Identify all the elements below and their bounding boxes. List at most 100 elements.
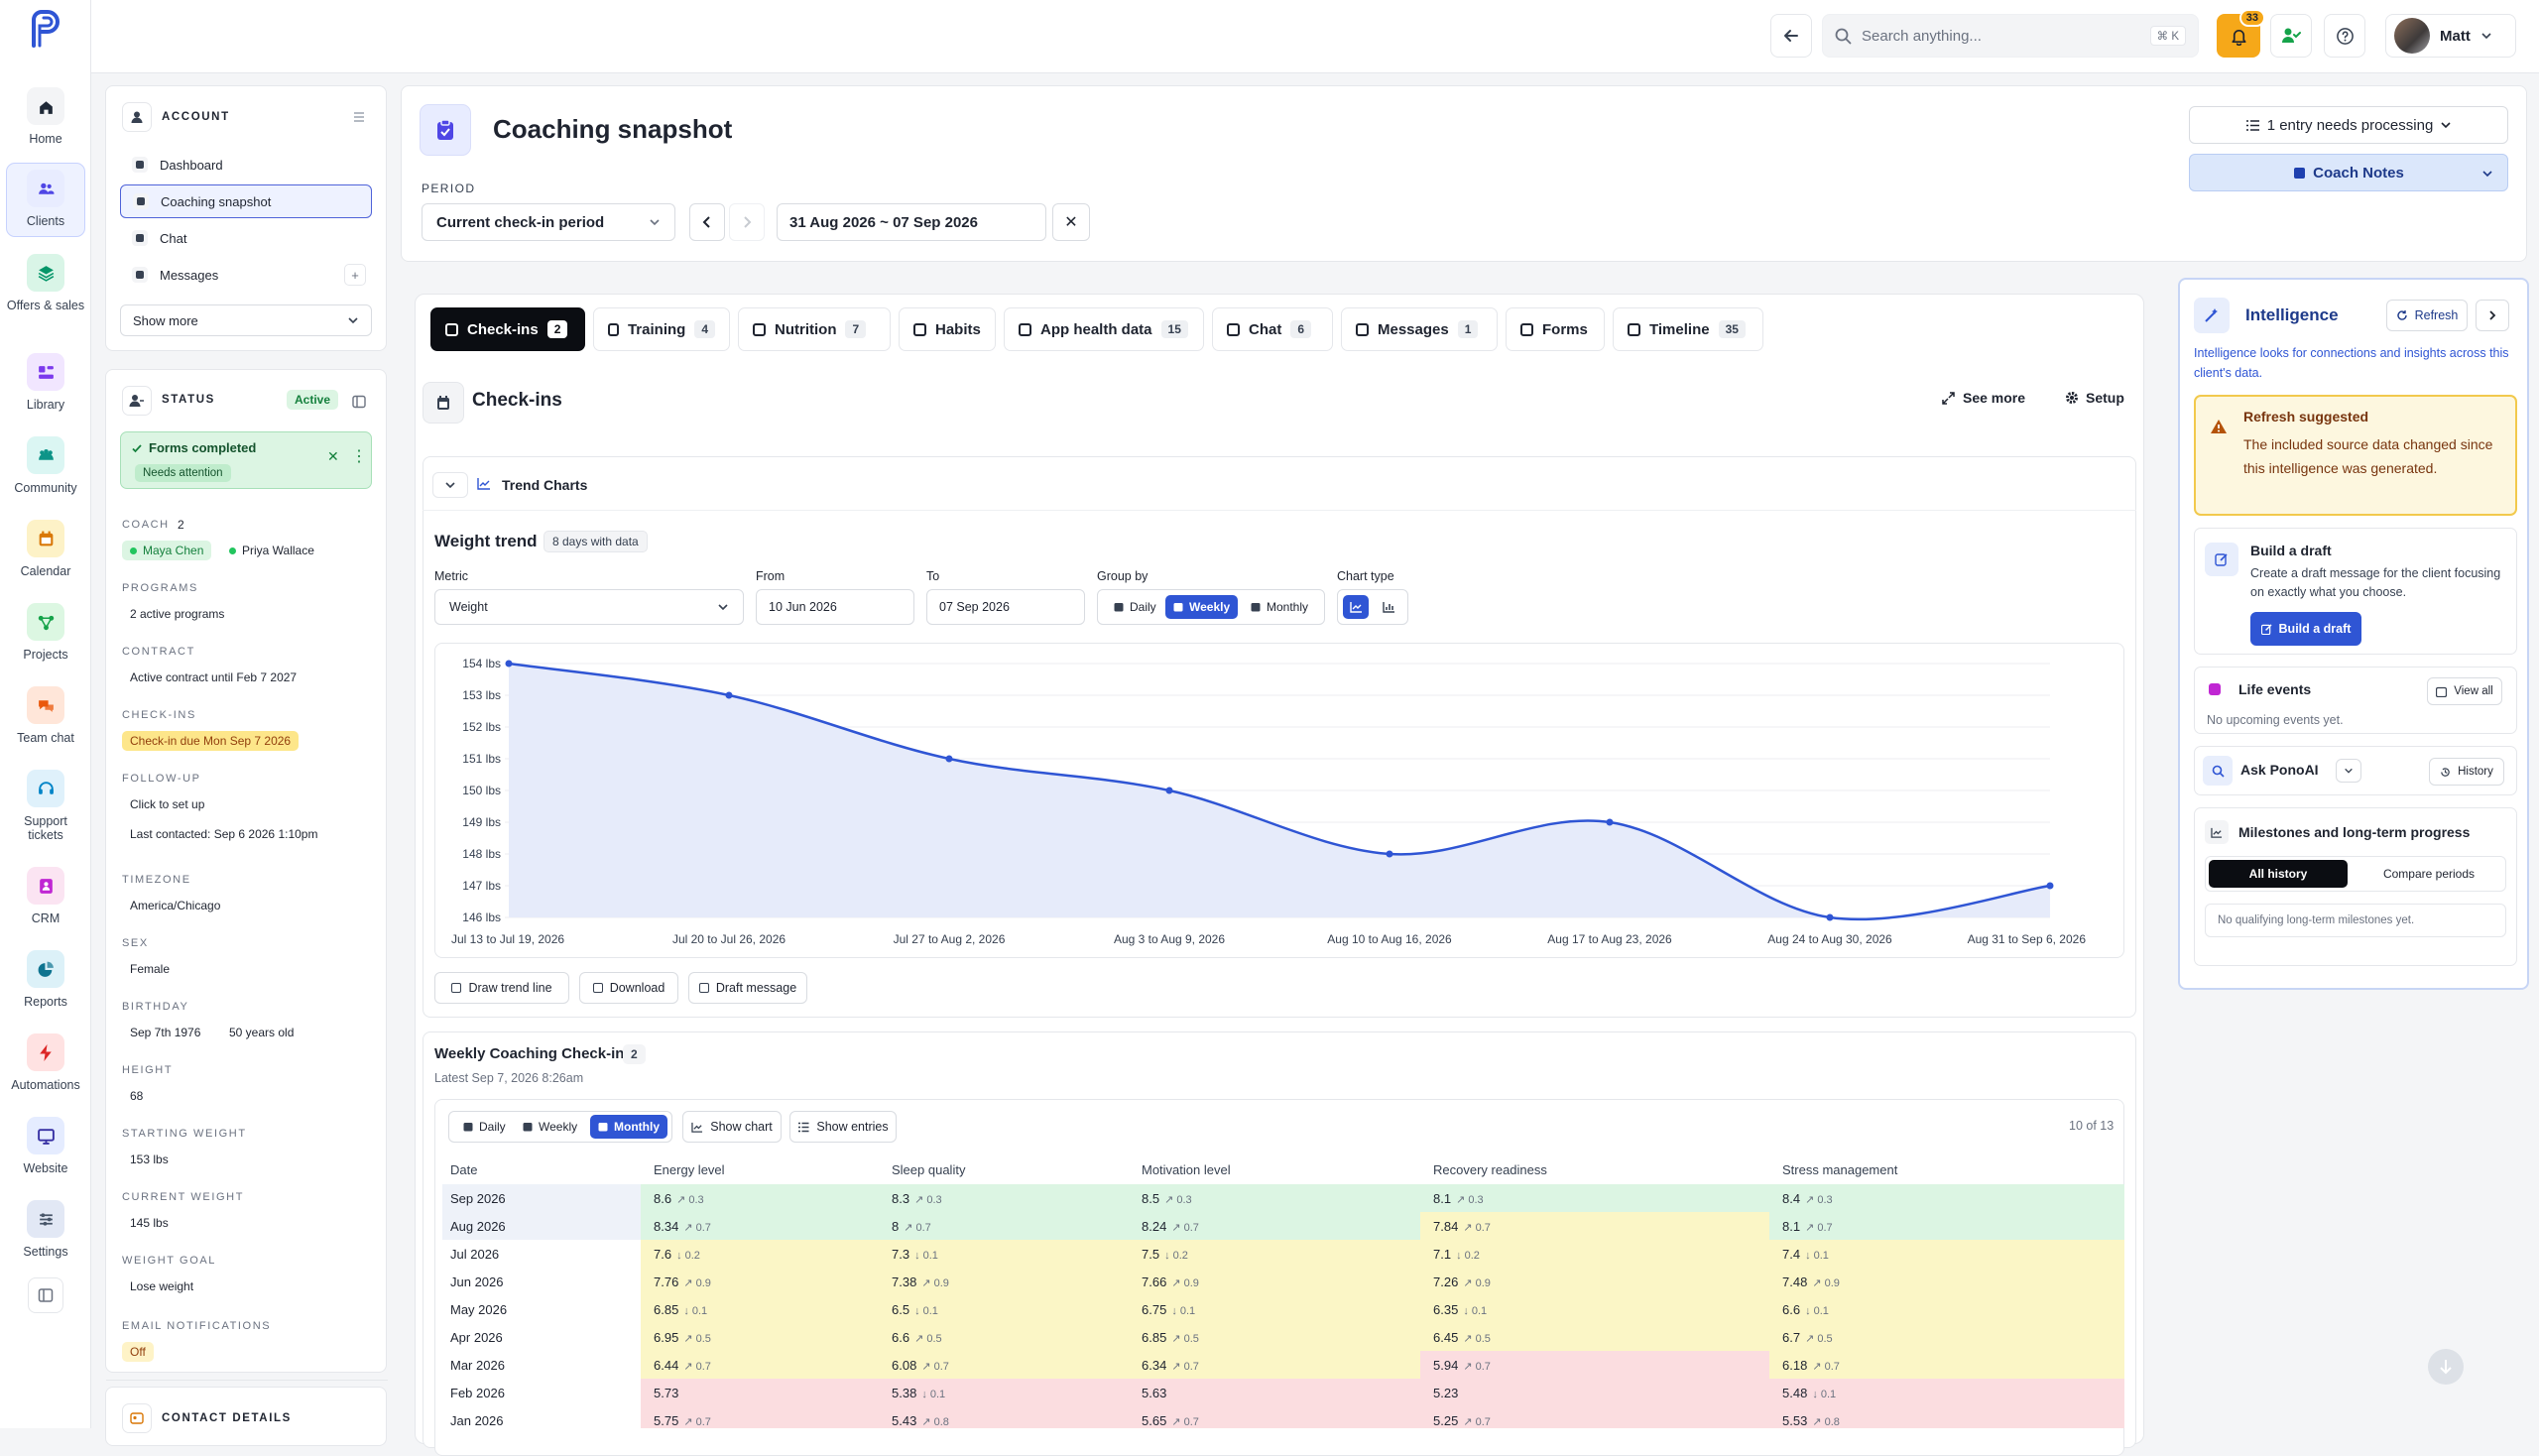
compare-periods-tab[interactable]: Compare periods xyxy=(2382,867,2476,881)
table-row[interactable]: Apr 2026 6.95 ↗ 0.5 6.6 ↗ 0.5 6.85 ↗ 0.5 6.45 ↗ … xyxy=(442,1323,2124,1351)
history-button[interactable]: History xyxy=(2429,758,2504,786)
setup-button[interactable]: Setup xyxy=(2065,390,2124,406)
help-button[interactable] xyxy=(2324,14,2365,58)
period-select[interactable]: Current check-in period xyxy=(422,203,675,241)
nav-item-clients[interactable]: Clients xyxy=(6,163,85,237)
nav-item-reports[interactable]: Reports xyxy=(6,950,85,1009)
user-check-button[interactable] xyxy=(2270,14,2312,58)
table-row[interactable]: Jun 2026 7.76 ↗ 0.9 7.38 ↗ 0.9 7.66 ↗ 0.9 7.26 ↗… xyxy=(442,1268,2124,1295)
show-entries-button[interactable]: Show entries xyxy=(789,1111,897,1143)
back-button[interactable] xyxy=(1770,14,1812,58)
expand-panel-button[interactable] xyxy=(2476,300,2509,331)
search-input[interactable]: Search anything... xyxy=(1862,27,1982,45)
group-weekly[interactable]: Weekly xyxy=(1165,595,1239,619)
search-box[interactable]: Search anything... ⌘ K xyxy=(1822,14,2199,58)
from-date-input[interactable]: 10 Jun 2026 xyxy=(756,589,914,625)
nav-item-website[interactable]: Website xyxy=(6,1117,85,1175)
view-monthly-label: Monthly xyxy=(614,1120,660,1134)
table-row[interactable]: May 2026 6.85 ↓ 0.1 6.5 ↓ 0.1 6.75 ↓ 0.1 6.35 ↓ … xyxy=(442,1295,2124,1323)
build-draft-button[interactable]: Build a draft xyxy=(2250,612,2361,646)
see-more-link[interactable]: See more xyxy=(1942,390,2025,406)
view-monthly[interactable]: Monthly xyxy=(590,1115,667,1139)
line-chart-type-button[interactable] xyxy=(1343,595,1369,619)
nav-item-settings[interactable]: Settings xyxy=(6,1200,85,1259)
nav-item-offers[interactable]: Offers & sales xyxy=(6,254,85,312)
show-more-button[interactable]: Show more xyxy=(120,304,372,336)
nav-item-library[interactable]: Library xyxy=(6,353,85,412)
pie-chart-icon xyxy=(27,950,64,988)
coach-chip[interactable]: Maya Chen xyxy=(122,541,212,560)
account-item-coaching-snapshot[interactable]: Coaching snapshot xyxy=(120,184,372,218)
cell-delta: ↗ 0.9 xyxy=(1812,1276,1840,1289)
group-daily[interactable]: Daily xyxy=(1106,597,1164,617)
user-menu[interactable]: Matt xyxy=(2385,14,2516,58)
contact-card-icon xyxy=(122,1403,152,1433)
nav-item-home[interactable]: Home xyxy=(6,87,85,146)
app-logo[interactable] xyxy=(28,10,63,48)
menu-icon[interactable] xyxy=(352,110,366,124)
table-row[interactable]: Mar 2026 6.44 ↗ 0.7 6.08 ↗ 0.7 6.34 ↗ 0.7 5.94 ↗… xyxy=(442,1351,2124,1379)
panel-toggle-icon[interactable] xyxy=(348,391,370,413)
nav-item-community[interactable]: Community xyxy=(6,436,85,495)
table-row[interactable]: Jan 2026 5.75 ↗ 0.7 5.43 ↗ 0.8 5.65 ↗ 0.7 5.25 ↗… xyxy=(442,1406,2124,1428)
coach-notes-dropdown[interactable]: Coach Notes xyxy=(2189,154,2508,191)
nav-item-teamchat[interactable]: Team chat xyxy=(6,686,85,745)
contact-details-panel: CONTACT DETAILS xyxy=(105,1387,387,1446)
table-row[interactable]: Aug 2026 8.34 ↗ 0.7 8 ↗ 0.7 8.24 ↗ 0.7 7.84 ↗ 0.… xyxy=(442,1212,2124,1240)
group-monthly[interactable]: Monthly xyxy=(1243,597,1316,617)
add-message-button[interactable]: + xyxy=(344,264,366,286)
tab-check-ins[interactable]: Check-ins 2 xyxy=(430,307,585,351)
metric-select[interactable]: Weight xyxy=(434,589,744,625)
nav-item-automations[interactable]: Automations xyxy=(6,1033,85,1092)
scroll-down-button[interactable] xyxy=(2428,1349,2464,1385)
tab-training[interactable]: Training 4 xyxy=(593,307,730,351)
cell-value: 7.5 xyxy=(1142,1246,1160,1262)
previous-period-button[interactable] xyxy=(689,203,725,241)
nav-label: CRM xyxy=(31,911,60,925)
view-daily[interactable]: Daily xyxy=(455,1117,514,1137)
collapse-button[interactable] xyxy=(432,472,468,498)
tab-messages[interactable]: Messages 1 xyxy=(1341,307,1498,351)
refresh-button[interactable]: Refresh xyxy=(2386,300,2468,331)
status-field-value[interactable]: Click to set up xyxy=(130,797,205,811)
tab-chat[interactable]: Chat 6 xyxy=(1212,307,1333,351)
coach-chip[interactable]: Priya Wallace xyxy=(221,541,322,560)
more-vertical-icon[interactable]: ⋮ xyxy=(351,448,367,465)
account-item-chat[interactable]: Chat xyxy=(120,221,372,255)
close-icon[interactable]: ✕ xyxy=(327,448,339,464)
account-item-dashboard[interactable]: Dashboard xyxy=(120,148,372,182)
forms-completed-alert[interactable]: Forms completed Needs attention ✕ ⋮ xyxy=(120,431,372,489)
chevron-down-icon xyxy=(445,482,455,489)
view-all-button[interactable]: View all xyxy=(2427,677,2502,705)
to-date-input[interactable]: 07 Sep 2026 xyxy=(926,589,1085,625)
view-weekly[interactable]: Weekly xyxy=(515,1117,585,1137)
tab-nutrition[interactable]: Nutrition 7 xyxy=(738,307,891,351)
clear-date-button[interactable]: ✕ xyxy=(1052,203,1090,241)
date-range-input[interactable]: 31 Aug 2026 ~ 07 Sep 2026 xyxy=(777,203,1046,241)
magic-wand-icon xyxy=(133,193,149,209)
draw-trend-line-button[interactable]: Draw trend line xyxy=(434,972,569,1004)
nav-item-crm[interactable]: CRM xyxy=(6,867,85,925)
processing-dropdown[interactable]: 1 entry needs processing xyxy=(2189,106,2508,144)
table-row[interactable]: Sep 2026 8.6 ↗ 0.3 8.3 ↗ 0.3 8.5 ↗ 0.3 8.1 ↗ 0.3… xyxy=(442,1184,2124,1212)
all-history-tab[interactable]: All history xyxy=(2209,860,2348,888)
nav-item-calendar[interactable]: Calendar xyxy=(6,520,85,578)
bar-chart-type-button[interactable] xyxy=(1376,595,1401,619)
chat-icon xyxy=(132,230,148,246)
table-row[interactable]: Feb 2026 5.73 5.38 ↓ 0.1 5.63 5.23 5.48 ↓ 0.1 xyxy=(442,1379,2124,1406)
ask-ponoai-dropdown[interactable] xyxy=(2336,759,2361,783)
notifications-button[interactable]: 33 xyxy=(2217,9,2265,58)
next-period-button[interactable] xyxy=(729,203,765,241)
tab-forms[interactable]: Forms xyxy=(1506,307,1605,351)
download-button[interactable]: Download xyxy=(579,972,678,1004)
collapse-sidebar-button[interactable] xyxy=(28,1277,63,1313)
nav-item-support[interactable]: Support tickets xyxy=(6,770,85,842)
table-row[interactable]: Jul 2026 7.6 ↓ 0.2 7.3 ↓ 0.1 7.5 ↓ 0.2 7.1 ↓ 0.2… xyxy=(442,1240,2124,1268)
tab-habits[interactable]: Habits xyxy=(899,307,996,351)
draft-message-button[interactable]: Draft message xyxy=(688,972,807,1004)
nav-item-projects[interactable]: Projects xyxy=(6,603,85,662)
tab-app-health-data[interactable]: App health data 15 xyxy=(1004,307,1204,351)
tab-timeline[interactable]: Timeline 35 xyxy=(1613,307,1763,351)
account-item-messages[interactable]: Messages + xyxy=(120,258,372,292)
show-chart-button[interactable]: Show chart xyxy=(682,1111,782,1143)
